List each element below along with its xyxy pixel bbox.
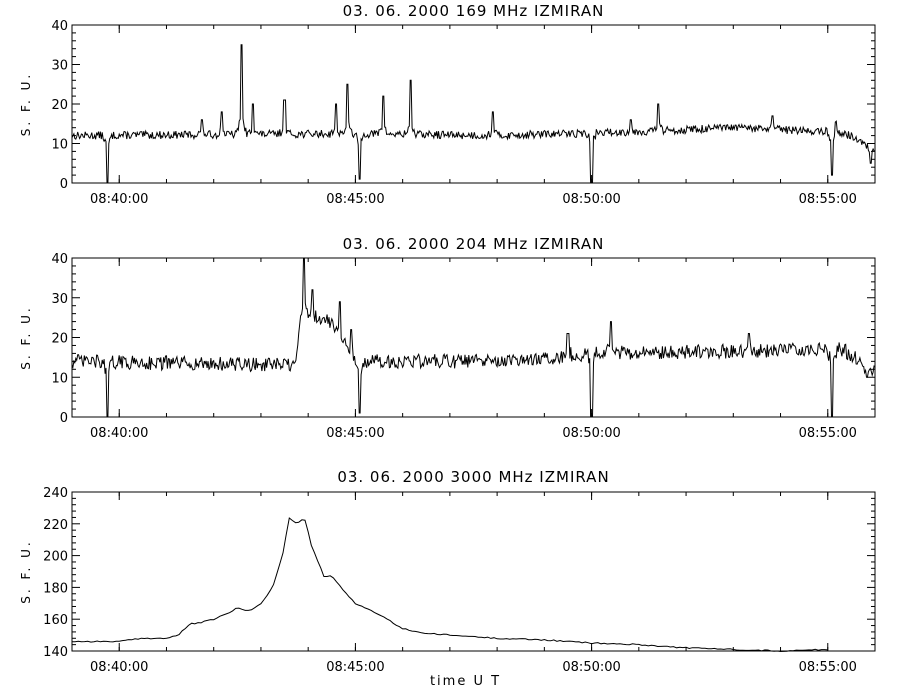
y-tick-label: 10 <box>51 138 68 153</box>
x-tick-label: 08:40:00 <box>90 660 148 675</box>
chart-title: 03. 06. 2000 3000 MHz IZMIRAN <box>337 468 609 486</box>
x-tick-label: 08:45:00 <box>326 660 384 675</box>
y-tick-label: 220 <box>43 518 68 533</box>
y-tick-label: 0 <box>60 177 68 192</box>
y-tick-label: 160 <box>43 613 68 628</box>
y-tick-label: 10 <box>51 371 68 386</box>
flux-series-line <box>71 517 828 653</box>
x-tick-label: 08:40:00 <box>90 426 148 441</box>
x-tick-label: 08:40:00 <box>90 192 148 207</box>
y-tick-label: 30 <box>51 292 68 307</box>
panel-3: 03. 06. 2000 3000 MHz IZMIRAN S. F. U. 140… <box>19 468 876 675</box>
y-tick-label: 0 <box>60 411 68 426</box>
plot-frame <box>71 491 876 652</box>
x-tick-label: 08:55:00 <box>799 426 857 441</box>
y-tick-label: 30 <box>51 59 68 74</box>
flux-series-line <box>71 44 875 184</box>
x-tick-label: 08:45:00 <box>326 426 384 441</box>
chart-title: 03. 06. 2000 169 MHz IZMIRAN <box>343 2 605 20</box>
y-tick-label: 140 <box>43 645 68 660</box>
panel-2: 03. 06. 2000 204 MHz IZMIRAN S. F. U. 0 10 2… <box>19 235 876 441</box>
x-tick-label: 08:50:00 <box>562 660 620 675</box>
flux-series-line <box>71 257 875 418</box>
x-tick-label: 08:55:00 <box>799 192 857 207</box>
x-tick-label: 08:45:00 <box>326 192 384 207</box>
x-tick-label: 08:55:00 <box>799 660 857 675</box>
y-tick-label: 20 <box>51 98 68 113</box>
y-tick-label: 180 <box>43 581 68 596</box>
panel-1: 03. 06. 2000 169 MHz IZMIRAN S. F. U. 0 10 2… <box>19 2 876 207</box>
chart-title: 03. 06. 2000 204 MHz IZMIRAN <box>343 235 605 253</box>
y-tick-label: 40 <box>51 252 68 267</box>
x-tick-label: 08:50:00 <box>562 192 620 207</box>
y-tick-label: 20 <box>51 332 68 347</box>
y-tick-label: 240 <box>43 486 68 501</box>
plot-frame <box>71 257 876 418</box>
y-axis-label: S. F. U. <box>19 539 33 603</box>
y-axis-label: S. F. U. <box>19 72 33 136</box>
y-tick-label: 200 <box>43 550 68 565</box>
plot-frame <box>71 24 876 184</box>
y-tick-label: 40 <box>51 19 68 34</box>
x-tick-label: 08:50:00 <box>562 426 620 441</box>
x-axis-label: time U T <box>430 674 501 689</box>
y-axis-label: S. F. U. <box>19 305 33 369</box>
